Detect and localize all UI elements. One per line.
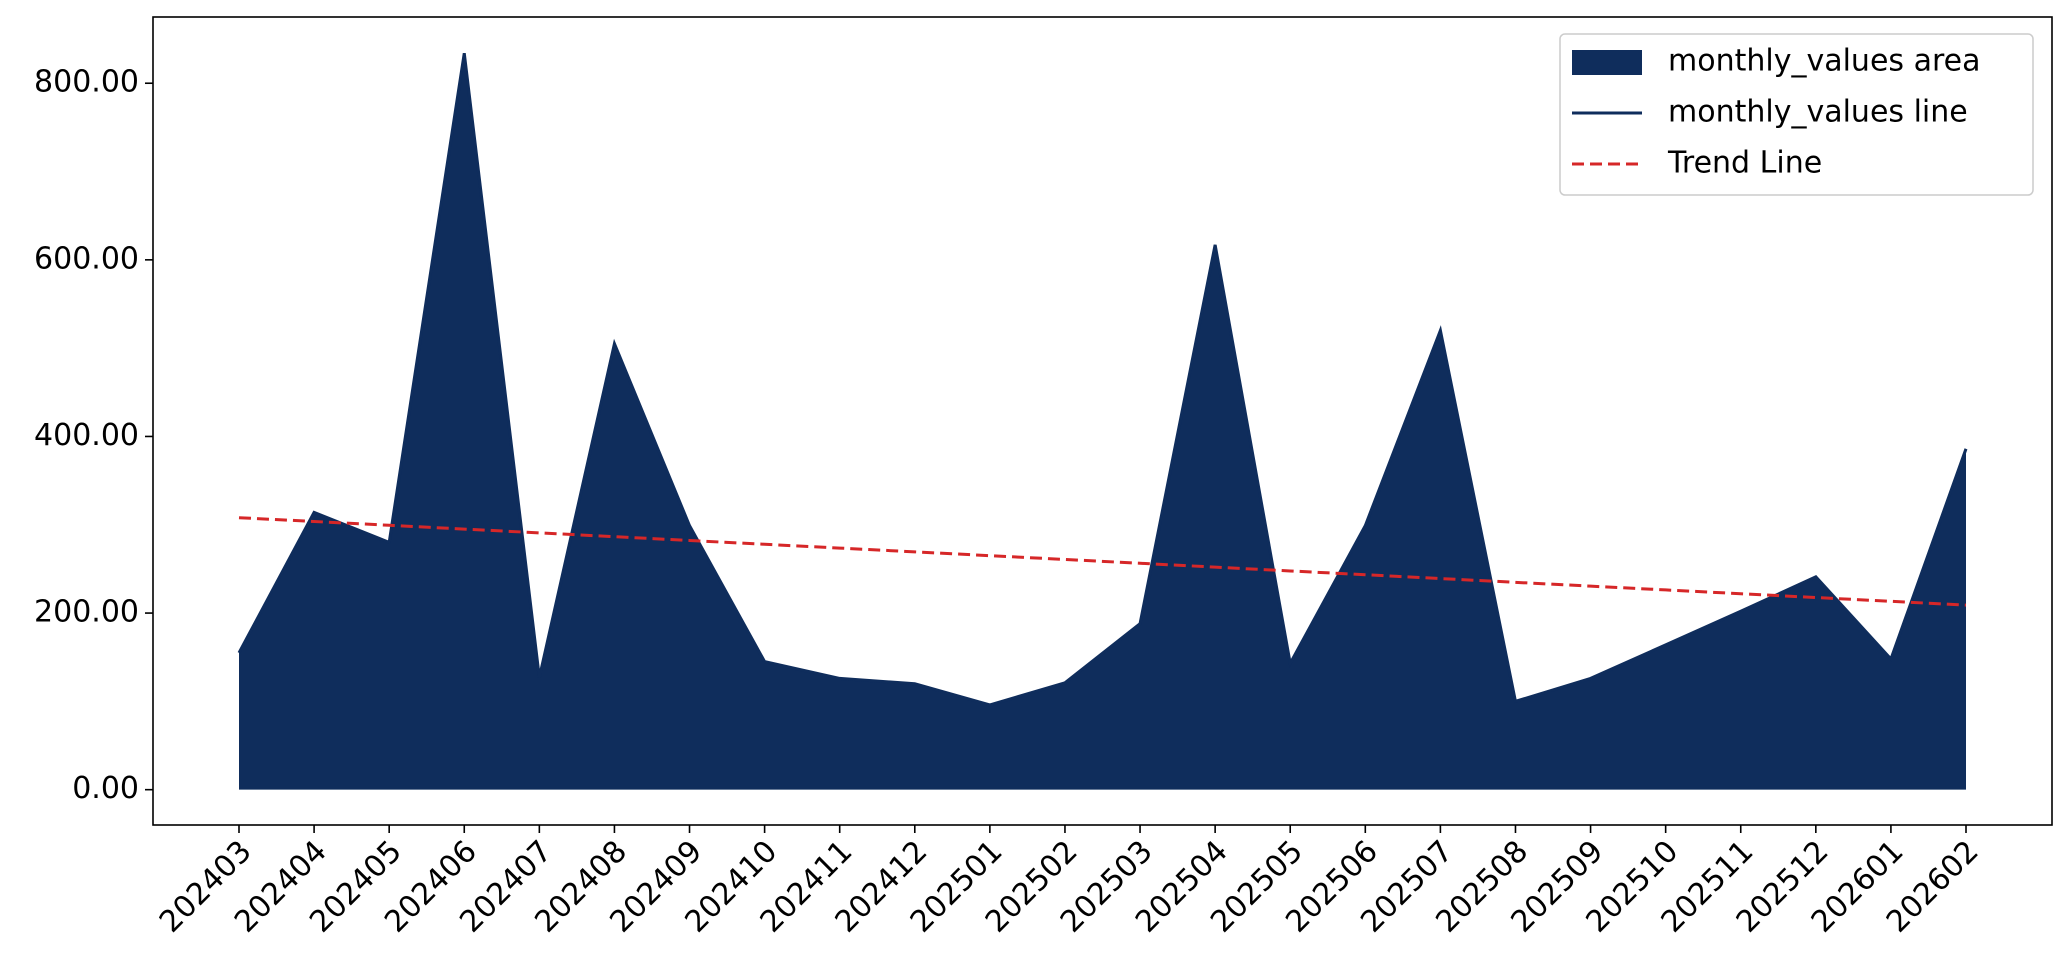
line xyxy=(237,52,1968,707)
y-tick-label: 0.00 xyxy=(72,771,139,806)
legend-swatch xyxy=(1572,50,1642,75)
legend-label: monthly_values line xyxy=(1668,95,1968,130)
y-tick-label: 800.00 xyxy=(34,65,139,100)
legend-label: monthly_values area xyxy=(1668,44,1980,79)
y-tick-label: 400.00 xyxy=(34,418,139,453)
plot-frame xyxy=(152,16,2053,826)
y-tick-label: 200.00 xyxy=(34,595,139,630)
legend-label: Trend Line xyxy=(1667,146,1822,181)
area xyxy=(239,53,1966,790)
legend-box xyxy=(1559,33,2034,196)
y-tick-label: 600.00 xyxy=(34,241,139,276)
trend-line xyxy=(238,516,1967,607)
